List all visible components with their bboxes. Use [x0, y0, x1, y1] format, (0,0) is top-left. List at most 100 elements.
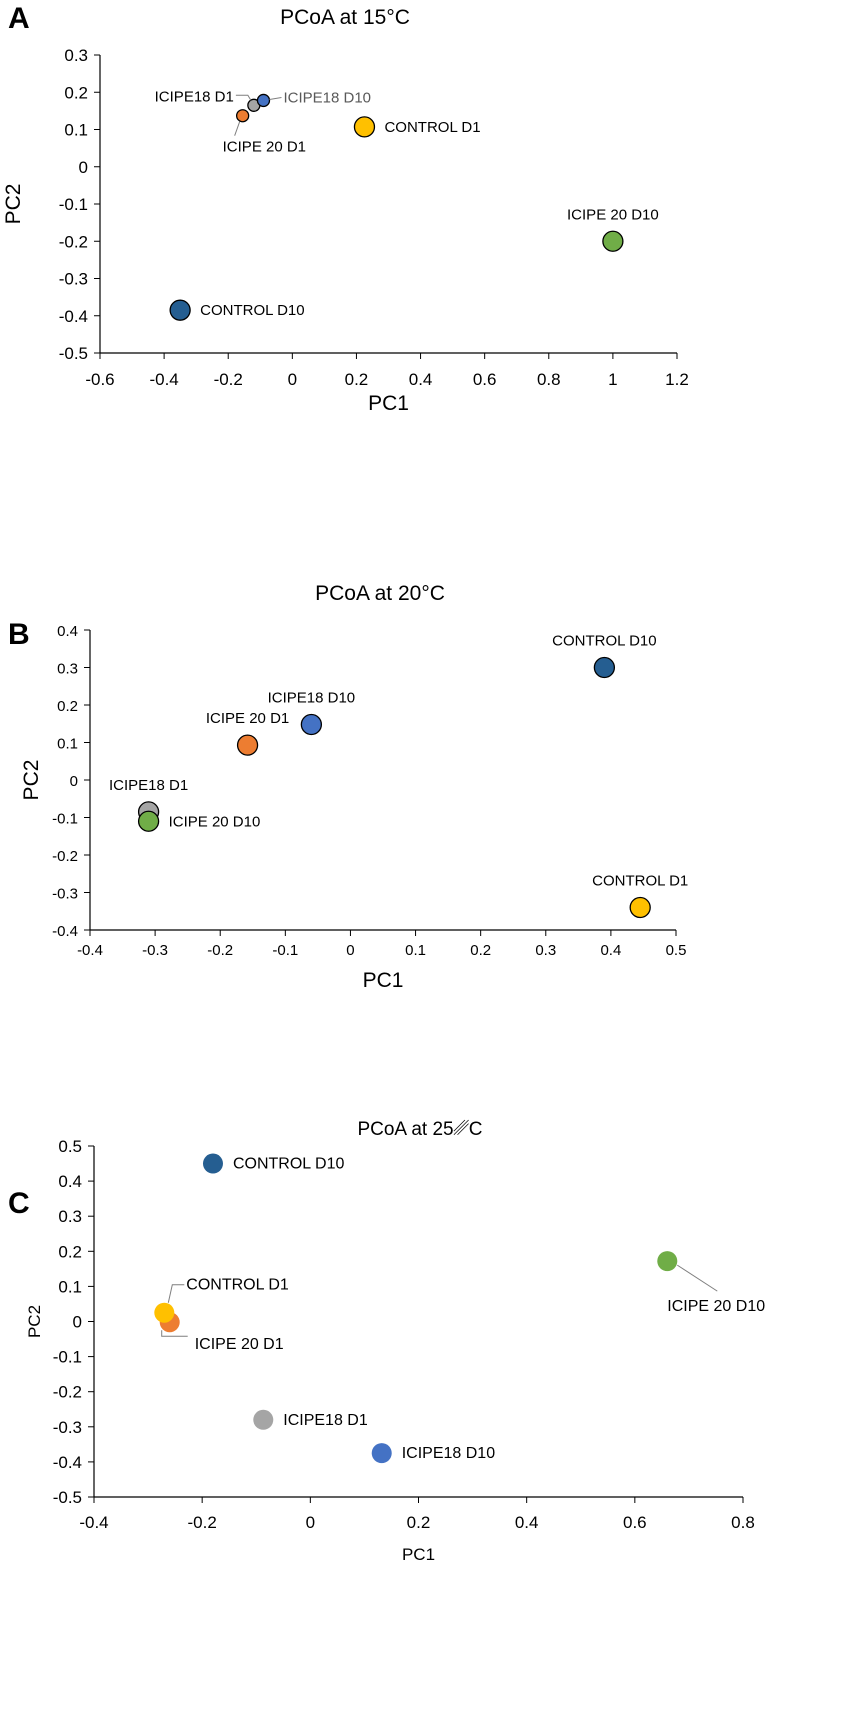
x-axis-label: PC1 [402, 1545, 435, 1564]
y-tick-label: 0.2 [64, 83, 88, 102]
y-tick-label: 0.2 [57, 698, 78, 715]
x-tick-label: -0.6 [85, 370, 114, 389]
y-axis-label: PC2 [25, 1305, 44, 1338]
x-tick-label: 0.5 [666, 942, 687, 959]
y-axis-label: PC2 [2, 184, 25, 225]
y-tick-label: -0.1 [59, 195, 88, 214]
pcoa-20c-chart: PCoA at 20°C -0.4 -0.3 -0.2 -0.1 0 0.1 0.2 0.3 0.… [20, 582, 688, 992]
point-icipe18-d10 [256, 93, 271, 108]
leader-line-control-d1 [167, 1284, 185, 1303]
x-tick-label: 0.4 [409, 370, 433, 389]
point-control-d10 [202, 1153, 223, 1174]
point-label-control-d10: CONTROL D10 [233, 1156, 345, 1173]
y-tick-label: -0.5 [59, 344, 88, 363]
point-icipe18-d1 [253, 1409, 274, 1430]
y-tick-label: 0.4 [57, 623, 78, 640]
point-label-icipe18-d10: ICIPE18 D10 [283, 89, 371, 106]
y-tick-label: 0.1 [58, 1277, 82, 1296]
y-tick-label: -0.4 [53, 1453, 82, 1472]
x-tick-label: 0.2 [345, 370, 369, 389]
leader-line-icipe-20-d1 [161, 1330, 188, 1337]
x-tick-label: -0.3 [142, 942, 168, 959]
x-tick-label: 1 [608, 370, 617, 389]
point-control-d1 [353, 116, 376, 138]
x-tick-label: -0.4 [77, 942, 103, 959]
point-icipe-20-d1 [235, 109, 250, 123]
y-tick-label: -0.2 [53, 1383, 82, 1402]
leader-line-icipe18-d10 [269, 96, 282, 100]
y-tick-label: -0.3 [59, 270, 88, 289]
x-tick-label: 0 [346, 942, 354, 959]
x-tick-label: 0.2 [407, 1513, 431, 1532]
y-tick-label: -0.3 [53, 1418, 82, 1437]
x-tick-label: 0.8 [537, 370, 561, 389]
point-label-control-d1: CONTROL D1 [186, 1277, 289, 1294]
point-label-icipe18-d1: ICIPE18 D1 [283, 1412, 368, 1429]
y-tick-label: 0.1 [57, 736, 78, 753]
x-tick-label: -0.2 [188, 1513, 217, 1532]
x-tick-label: -0.4 [79, 1513, 108, 1532]
x-tick-label: 0.8 [731, 1513, 755, 1532]
x-tick-label: -0.4 [149, 370, 178, 389]
y-tick-label: 0.3 [64, 46, 88, 65]
point-icipe18-d10 [300, 713, 323, 736]
y-tick-label: 0.5 [58, 1137, 82, 1156]
point-control-d1 [154, 1302, 175, 1323]
panel-letter-a: A [8, 2, 30, 35]
x-tick-label: 0.6 [623, 1513, 647, 1532]
y-tick-label: 0 [79, 158, 88, 177]
x-axis-label: PC1 [363, 969, 404, 992]
x-tick-label: 0.2 [470, 942, 491, 959]
x-tick-label: 1.2 [665, 370, 689, 389]
point-label-icipe-20-d10: ICIPE 20 D10 [667, 1298, 765, 1315]
y-tick-label: -0.2 [59, 232, 88, 251]
point-label-control-d10: CONTROL D10 [200, 302, 304, 319]
y-tick-label: -0.1 [53, 1348, 82, 1367]
y-tick-label: -0.1 [52, 811, 78, 828]
x-tick-label: 0.1 [405, 942, 426, 959]
y-tick-label: 0.1 [64, 121, 88, 140]
y-tick-label: 0.3 [57, 661, 78, 678]
point-label-icipe18-d1: ICIPE18 D1 [155, 88, 234, 105]
point-label-icipe-20-d1: ICIPE 20 D1 [206, 710, 289, 727]
leader-line-icipe-20-d10 [677, 1264, 718, 1292]
point-label-control-d1: CONTROL D1 [592, 873, 688, 890]
y-tick-label: 0 [70, 773, 78, 790]
point-label-control-d1: CONTROL D1 [384, 119, 480, 136]
y-tick-label: 0.4 [58, 1172, 82, 1191]
point-icipe-20-d10 [602, 230, 624, 252]
x-tick-label: -0.2 [207, 942, 233, 959]
y-tick-label: -0.5 [53, 1488, 82, 1507]
y-tick-label: 0 [73, 1313, 82, 1332]
y-axis-label: PC2 [20, 760, 43, 801]
x-tick-label: -0.2 [214, 370, 243, 389]
x-tick-label: 0.3 [535, 942, 556, 959]
point-label-icipe-20-d1: ICIPE 20 D1 [195, 1336, 284, 1353]
chart-title: PCoA at 15°C [280, 6, 410, 29]
point-icipe-20-d10 [657, 1251, 678, 1272]
x-tick-label: -0.1 [272, 942, 298, 959]
leader-line-icipe18-d1 [235, 94, 252, 101]
point-icipe-20-d10 [137, 810, 160, 832]
y-tick-label: -0.3 [52, 886, 78, 903]
point-label-icipe18-d1: ICIPE18 D1 [109, 777, 188, 794]
y-tick-label: 0.2 [58, 1242, 82, 1261]
panel-letter-c: C [8, 1187, 30, 1220]
y-tick-label: -0.4 [52, 923, 78, 940]
point-control-d1 [629, 896, 651, 919]
x-tick-label: 0.6 [473, 370, 497, 389]
y-tick-label: -0.2 [52, 848, 78, 865]
point-control-d10 [593, 656, 616, 679]
chart-title: PCoA at 25␥C [357, 1119, 482, 1140]
x-tick-label: 0 [288, 370, 297, 389]
point-icipe-20-d1 [236, 734, 259, 756]
point-label-icipe18-d10: ICIPE18 D10 [402, 1445, 495, 1462]
chart-title: PCoA at 20°C [315, 582, 445, 605]
y-tick-label: 0.3 [58, 1207, 82, 1226]
panel-letter-b: B [8, 618, 30, 651]
point-control-d10 [169, 299, 191, 321]
point-label-icipe-20-d10: ICIPE 20 D10 [567, 206, 659, 223]
pcoa-15c-chart: PCoA at 15°C -0.6 -0.4 -0.2 0 0.2 0.4 0.6 0.8 1 1.… [2, 6, 689, 415]
point-label-icipe-20-d10: ICIPE 20 D10 [169, 813, 261, 830]
